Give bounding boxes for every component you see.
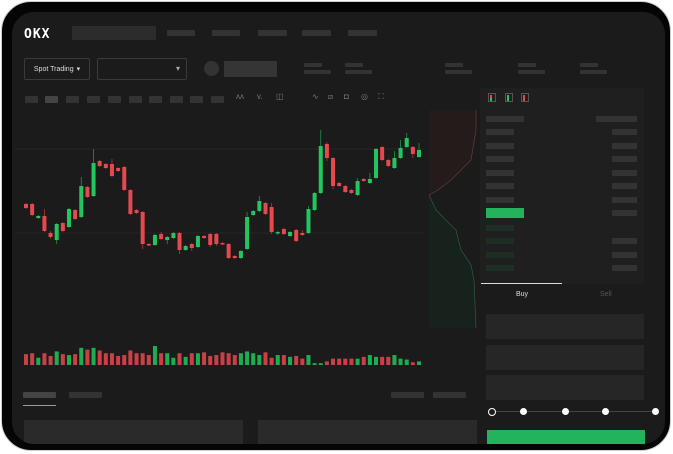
tab-sell[interactable]: Sell: [600, 291, 612, 298]
slider-step[interactable]: [562, 408, 569, 415]
chevron-down-icon: ▾: [175, 64, 180, 73]
pair-selector[interactable]: ▾: [97, 58, 187, 80]
nav-item[interactable]: [348, 30, 377, 36]
ask-price: [486, 143, 514, 149]
bids-only-icon[interactable]: [505, 93, 513, 102]
amount-input[interactable]: [486, 345, 644, 370]
bid-price: [486, 225, 514, 231]
indicator-icon[interactable]: ʌʌ: [236, 92, 244, 101]
stat-value: [518, 70, 545, 74]
orderbook-header-price: [486, 116, 524, 122]
both-sides-icon[interactable]: [488, 93, 496, 102]
timeframe-1[interactable]: [25, 96, 38, 103]
search-bar[interactable]: [72, 26, 156, 40]
stat-label: [304, 63, 322, 67]
stat-value: [580, 70, 607, 74]
app-screen: OKX Spot Trading ▾ ▾ ʌʌ v. ◫ ∿ ⧄ ◘ ◎ ⛶: [12, 12, 665, 444]
timeframe-10[interactable]: [211, 96, 224, 103]
camera-icon[interactable]: ◘: [344, 92, 349, 101]
bid-amount: [612, 238, 637, 244]
stat-label: [580, 63, 598, 67]
slider-step[interactable]: [520, 408, 527, 415]
bottom-card: [258, 420, 477, 444]
tab-order-history[interactable]: [69, 392, 102, 398]
coin-icon: [204, 61, 219, 76]
buy-tab-underline: [481, 283, 562, 284]
depth-chart: [428, 110, 477, 328]
bid-amount: [612, 265, 637, 271]
ask-amount: [612, 170, 637, 176]
ask-price: [486, 197, 514, 203]
last-price-badge[interactable]: [486, 208, 524, 218]
bid-amount: [612, 252, 637, 258]
nav-item[interactable]: [302, 30, 331, 36]
stat-label: [445, 63, 463, 67]
ask-amount: [612, 183, 637, 189]
spot-trading-label: Spot Trading: [33, 65, 74, 73]
slider-step[interactable]: [652, 408, 659, 415]
stat-label: [345, 63, 363, 67]
timeframe-9[interactable]: [190, 96, 203, 103]
tab-open-orders[interactable]: [23, 392, 56, 398]
line-tool-icon[interactable]: ∿: [312, 92, 319, 101]
chevron-down-icon: ▾: [76, 66, 81, 73]
filter-button[interactable]: [433, 392, 466, 398]
ask-depth-line: [428, 110, 477, 196]
timeframe-6[interactable]: [129, 96, 142, 103]
stat-value: [345, 70, 372, 74]
ask-price: [486, 183, 514, 189]
bid-price: [486, 238, 514, 244]
active-tab-underline: [23, 405, 56, 406]
timeframe-3[interactable]: [66, 96, 79, 103]
pair-price: [224, 61, 277, 77]
stat-value: [445, 70, 472, 74]
timeframe-2[interactable]: [45, 96, 58, 103]
bid-depth-area: [429, 195, 476, 328]
bid-depth-line: [428, 194, 477, 328]
tab-buy[interactable]: Buy: [516, 291, 529, 298]
fullscreen-icon[interactable]: ⛶: [378, 92, 384, 101]
timeframe-4[interactable]: [87, 96, 100, 103]
ask-amount: [612, 156, 637, 162]
target-icon[interactable]: ◎: [361, 92, 368, 101]
stat-value: [304, 70, 331, 74]
buy-button[interactable]: [487, 430, 645, 444]
timeframe-7[interactable]: [149, 96, 162, 103]
stat-label: [518, 63, 536, 67]
ask-price: [486, 170, 514, 176]
slider-track[interactable]: [492, 411, 657, 412]
asks-only-icon[interactable]: [521, 93, 529, 102]
bid-price: [486, 252, 514, 258]
okx-logo[interactable]: OKX: [24, 27, 51, 42]
ask-amount: [612, 197, 637, 203]
ask-price: [486, 129, 514, 135]
ask-amount: [612, 129, 637, 135]
compare-icon[interactable]: v.: [257, 92, 263, 101]
orderbook-header-amount: [596, 116, 637, 122]
timeframe-5[interactable]: [108, 96, 121, 103]
nav-item[interactable]: [167, 30, 195, 36]
slider-step[interactable]: [488, 408, 496, 416]
settings-icon[interactable]: ◫: [276, 92, 284, 101]
filter-button[interactable]: [391, 392, 424, 398]
spot-trading-dropdown[interactable]: Spot Trading ▾: [24, 58, 90, 80]
bid-price: [486, 265, 514, 271]
timeframe-8[interactable]: [170, 96, 183, 103]
bottom-card: [24, 420, 243, 444]
nav-item[interactable]: [212, 30, 240, 36]
ask-depth-area: [429, 110, 476, 195]
total-input[interactable]: [486, 375, 644, 400]
slider-step[interactable]: [602, 408, 609, 415]
nav-item[interactable]: [258, 30, 287, 36]
ask-price: [486, 156, 514, 162]
ask-amount: [612, 143, 637, 149]
ask-amount: [612, 210, 637, 216]
ruler-icon[interactable]: ⧄: [328, 92, 334, 101]
price-input[interactable]: [486, 314, 644, 339]
